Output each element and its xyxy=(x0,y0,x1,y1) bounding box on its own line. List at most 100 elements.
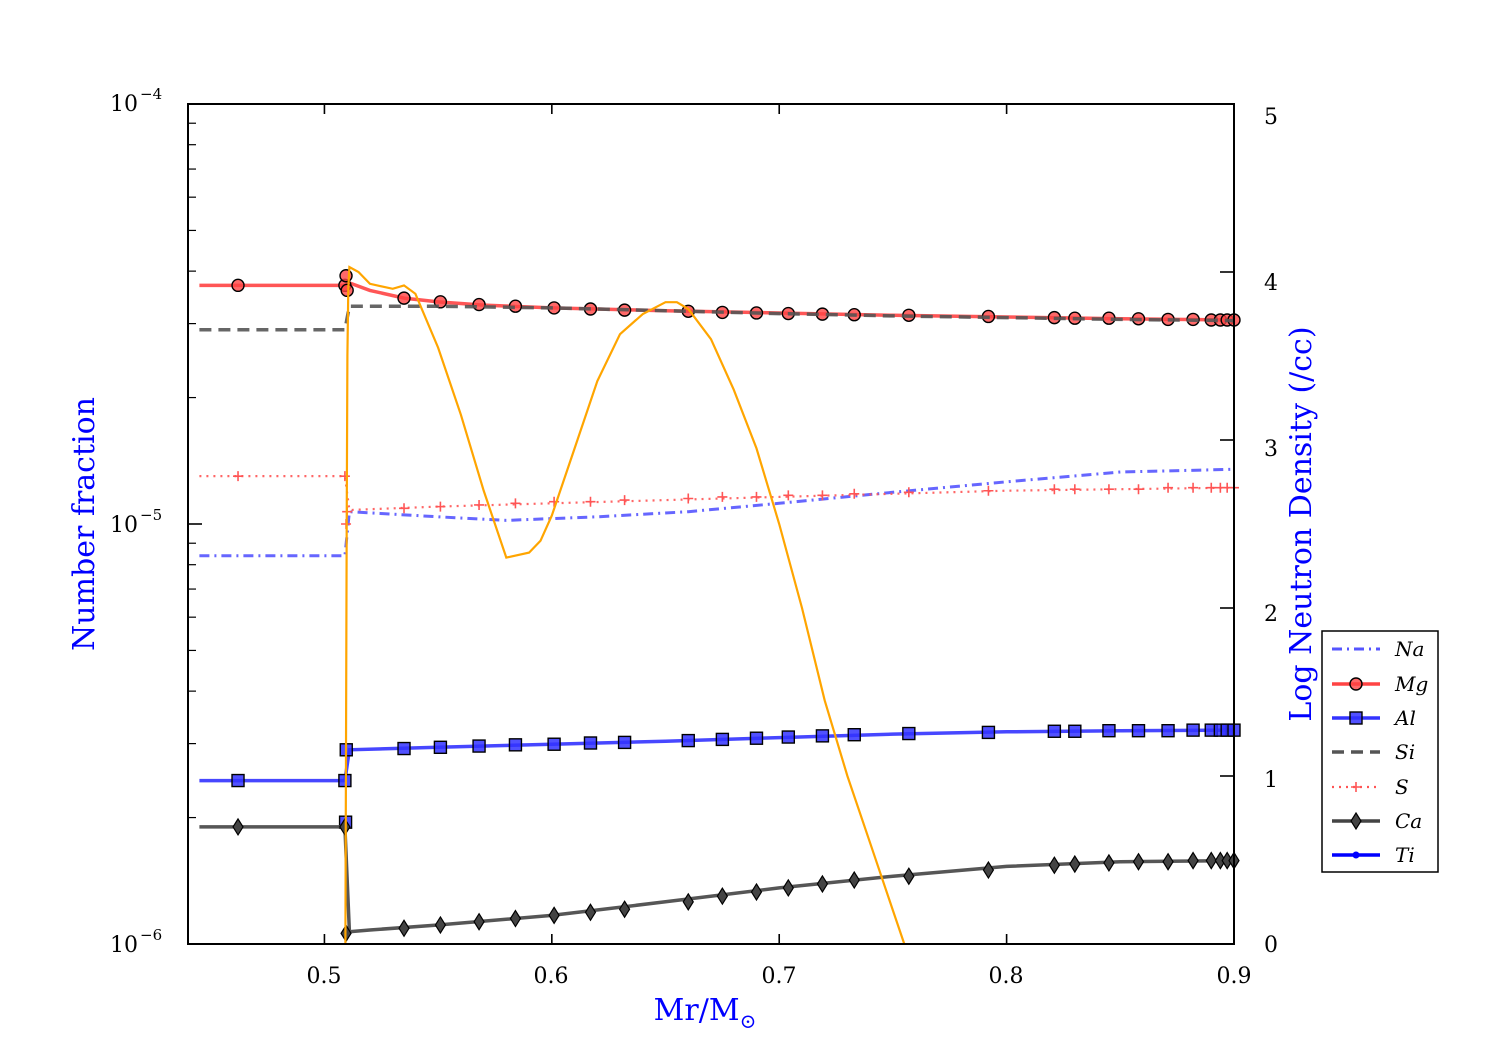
legend-sample-marker-mg xyxy=(1349,677,1363,691)
y-left-tick-label: 10 xyxy=(110,92,138,117)
data-point-ca xyxy=(848,870,860,890)
legend-sample-marker-ti xyxy=(1352,851,1360,859)
axis-ticks xyxy=(188,103,1235,945)
data-point-s xyxy=(1049,484,1060,495)
data-point-ca xyxy=(1048,856,1061,875)
x-tick-label: 0.9 xyxy=(1217,964,1252,989)
data-point-al xyxy=(715,732,730,747)
data-point-s xyxy=(903,487,914,498)
y-left-tick-label: 10 xyxy=(110,513,138,538)
data-point-s xyxy=(619,495,630,506)
x-tick-label: 0.7 xyxy=(762,964,797,989)
x-tick-label: 0.5 xyxy=(307,964,342,989)
legend-samples xyxy=(1332,647,1380,859)
data-point-ca xyxy=(1069,854,1081,874)
data-point-al xyxy=(981,725,996,740)
data-point-s xyxy=(510,498,521,509)
legend: Na Mg Al Si S Ca Ti xyxy=(1321,630,1439,873)
neutron-density-curve xyxy=(344,265,906,945)
data-point-al xyxy=(847,728,861,742)
data-point-al xyxy=(397,741,411,756)
data-point-s xyxy=(585,496,596,507)
data-point-ca xyxy=(434,915,447,935)
data-point-ca xyxy=(1187,851,1199,870)
data-point-s xyxy=(339,471,350,482)
data-point-s xyxy=(683,493,694,504)
data-point-al xyxy=(472,739,486,753)
series-line-ca xyxy=(199,825,1235,934)
data-point-al xyxy=(1102,724,1116,738)
data-point-ca xyxy=(398,919,410,938)
data-point-ca xyxy=(903,867,915,886)
legend-label-s: S xyxy=(1395,775,1409,799)
y-right-tick-label: 5 xyxy=(1264,105,1278,130)
data-point-al xyxy=(681,733,695,748)
data-point-s xyxy=(751,491,762,502)
data-point-al xyxy=(1131,724,1146,738)
data-point-al xyxy=(508,738,523,752)
series-line-s xyxy=(199,475,1235,512)
data-point-ca xyxy=(982,860,995,880)
data-point-ca xyxy=(782,878,795,898)
data-point-al xyxy=(547,737,561,751)
data-point-al xyxy=(1068,724,1082,738)
data-point-al xyxy=(1161,724,1175,738)
data-point-ca xyxy=(584,903,597,922)
data-point-ca xyxy=(1132,852,1145,871)
legend-label-al: Al xyxy=(1393,706,1416,730)
data-point-ca xyxy=(548,906,560,925)
data-point-s xyxy=(849,488,860,499)
y-left-tick-exponent: −5 xyxy=(140,506,162,524)
data-point-s xyxy=(474,499,485,510)
data-point-mg xyxy=(231,278,245,293)
data-point-al xyxy=(433,740,448,754)
data-point-ca xyxy=(682,892,694,911)
data-point-s xyxy=(1069,484,1080,495)
data-point-ca xyxy=(816,874,829,894)
data-point-al xyxy=(749,731,764,745)
data-point-ca xyxy=(618,900,631,919)
y-left-axis-title: Number fraction xyxy=(67,397,102,651)
data-point-ca xyxy=(473,912,485,931)
legend-sample-marker-al xyxy=(1349,711,1363,725)
legend-label-mg: Mg xyxy=(1394,672,1428,696)
neutron-density-layer xyxy=(344,265,906,945)
data-point-al xyxy=(583,736,598,750)
data-point-mg xyxy=(472,297,486,312)
data-point-s xyxy=(435,501,446,512)
data-point-s xyxy=(399,503,410,514)
data-point-s xyxy=(717,491,728,502)
y-left-tick-exponent: −6 xyxy=(140,926,162,944)
legend-sample-marker-ca xyxy=(1350,811,1362,831)
x-tick-label: 0.8 xyxy=(989,964,1024,989)
data-point-ca xyxy=(1205,851,1217,870)
data-point-al xyxy=(617,735,632,750)
y-left-tick-label: 10 xyxy=(110,933,138,958)
data-point-ca xyxy=(750,882,763,902)
y-right-tick-label: 1 xyxy=(1264,768,1278,793)
data-point-al xyxy=(815,729,830,743)
data-point-ca xyxy=(232,817,244,837)
data-point-al xyxy=(1186,723,1200,737)
data-point-mg xyxy=(397,291,411,305)
data-point-al xyxy=(902,726,916,741)
y-right-tick-label: 2 xyxy=(1264,602,1278,627)
data-point-s xyxy=(1163,482,1174,493)
legend-sample-marker-s xyxy=(1351,782,1361,792)
data-point-ca xyxy=(716,887,729,906)
legend-label-ti: Ti xyxy=(1395,843,1415,867)
x-axis-title: Mr/M⊙ xyxy=(654,993,757,1033)
legend-label-si: Si xyxy=(1395,740,1415,764)
data-point-s xyxy=(1133,484,1144,495)
x-tick-label: 0.6 xyxy=(534,964,569,989)
data-point-s xyxy=(783,490,794,501)
data-point-al xyxy=(781,730,796,744)
data-point-s xyxy=(1206,482,1217,493)
data-point-s xyxy=(233,471,244,482)
y-right-axis-title: Log Neutron Density (/cc) xyxy=(1284,326,1319,721)
y-right-tick-label: 3 xyxy=(1264,437,1278,462)
data-point-ca xyxy=(1103,853,1115,873)
data-point-s xyxy=(817,490,828,501)
y-right-tick-label: 0 xyxy=(1264,933,1278,958)
